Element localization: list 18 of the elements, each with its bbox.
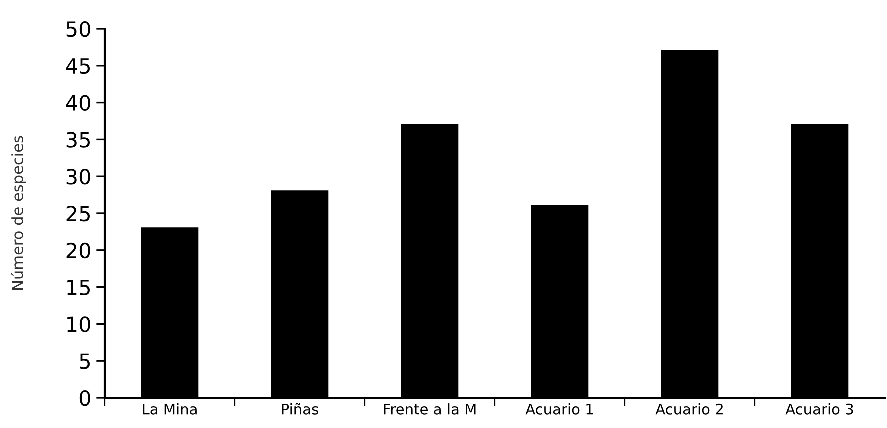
x-tick-label: Acuario 3 xyxy=(786,404,854,415)
y-tick-label: 15 xyxy=(68,280,90,296)
y-tick-label: 0 xyxy=(80,390,90,406)
x-tick-label: Acuario 2 xyxy=(656,404,723,415)
x-tick-label: Acuario 1 xyxy=(526,404,594,415)
y-tick-label: 45 xyxy=(66,58,90,74)
y-tick-label: 25 xyxy=(66,206,90,222)
x-tick-label: La Mina xyxy=(143,404,197,415)
y-tick-label: 10 xyxy=(68,316,90,332)
y-tick-label: 35 xyxy=(66,132,90,148)
y-tick-label: 50 xyxy=(66,21,90,38)
y-tick-label: 40 xyxy=(66,95,90,112)
x-tick-label: Piñas xyxy=(282,403,318,415)
y-axis-title: Número de especies xyxy=(11,136,26,290)
y-tick-label: 20 xyxy=(66,242,90,259)
x-tick-label: Frente a la M xyxy=(384,404,476,415)
y-tick-label: 30 xyxy=(66,169,90,185)
y-tick-label: 5 xyxy=(80,354,90,370)
